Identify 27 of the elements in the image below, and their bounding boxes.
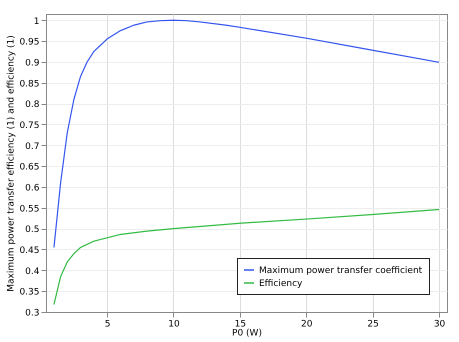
- y-axis-title: Maximum power transfer efficiency (1) and efficiency (1): [6, 35, 16, 292]
- y-tick-label: 0.45: [19, 246, 40, 256]
- y-tick-label: 0.95: [19, 38, 40, 48]
- x-tick-label: 10: [168, 320, 180, 330]
- legend-label: Maximum power transfer coefficient: [259, 266, 423, 276]
- line-series: [53, 208, 440, 306]
- y-tick-label: 0.9: [25, 58, 40, 68]
- y-tick-label: 0.4: [25, 266, 40, 277]
- y-tick-label: 0.7: [25, 142, 40, 152]
- y-tick-label: 0.65: [19, 162, 40, 173]
- y-tick-label: 0.85: [19, 79, 40, 90]
- y-tick-label: 0.35: [19, 288, 40, 298]
- x-tick-label: 5: [104, 320, 110, 330]
- y-tick-label: 1: [34, 16, 40, 27]
- y-tick-label: 0.6: [25, 183, 40, 194]
- x-tick-label: 20: [301, 320, 313, 330]
- y-tick-label: 0.5: [25, 225, 40, 236]
- y-tick-label: 0.3: [25, 308, 40, 318]
- line-series: [53, 20, 440, 248]
- x-axis-title: P0 (W): [232, 328, 262, 338]
- y-tick-label: 0.55: [19, 204, 40, 214]
- x-tick-label: 30: [434, 320, 446, 330]
- x-tick-label: 25: [367, 320, 379, 330]
- y-tick-label: 0.8: [25, 100, 40, 110]
- y-tick-label: 0.75: [19, 120, 40, 131]
- legend-label: Efficiency: [259, 279, 304, 289]
- x-tick-label: 15: [234, 320, 246, 330]
